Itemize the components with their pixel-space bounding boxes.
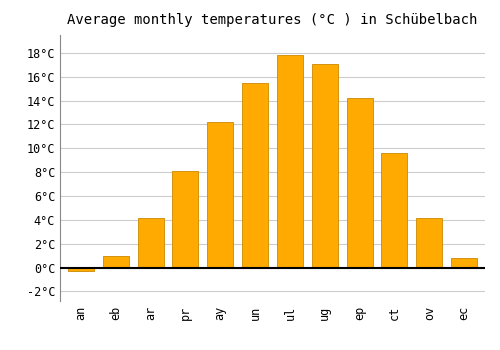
- Bar: [242, 83, 268, 268]
- Bar: [102, 256, 129, 268]
- Bar: [416, 217, 442, 268]
- Bar: [207, 122, 234, 268]
- Bar: [68, 268, 94, 271]
- Bar: [138, 217, 164, 268]
- Bar: [172, 171, 199, 268]
- Bar: [346, 98, 372, 268]
- Bar: [277, 55, 303, 268]
- Title: Average monthly temperatures (°C ) in Schübelbach: Average monthly temperatures (°C ) in Sc…: [68, 13, 478, 27]
- Bar: [382, 153, 407, 268]
- Bar: [451, 258, 477, 268]
- Bar: [312, 64, 338, 268]
